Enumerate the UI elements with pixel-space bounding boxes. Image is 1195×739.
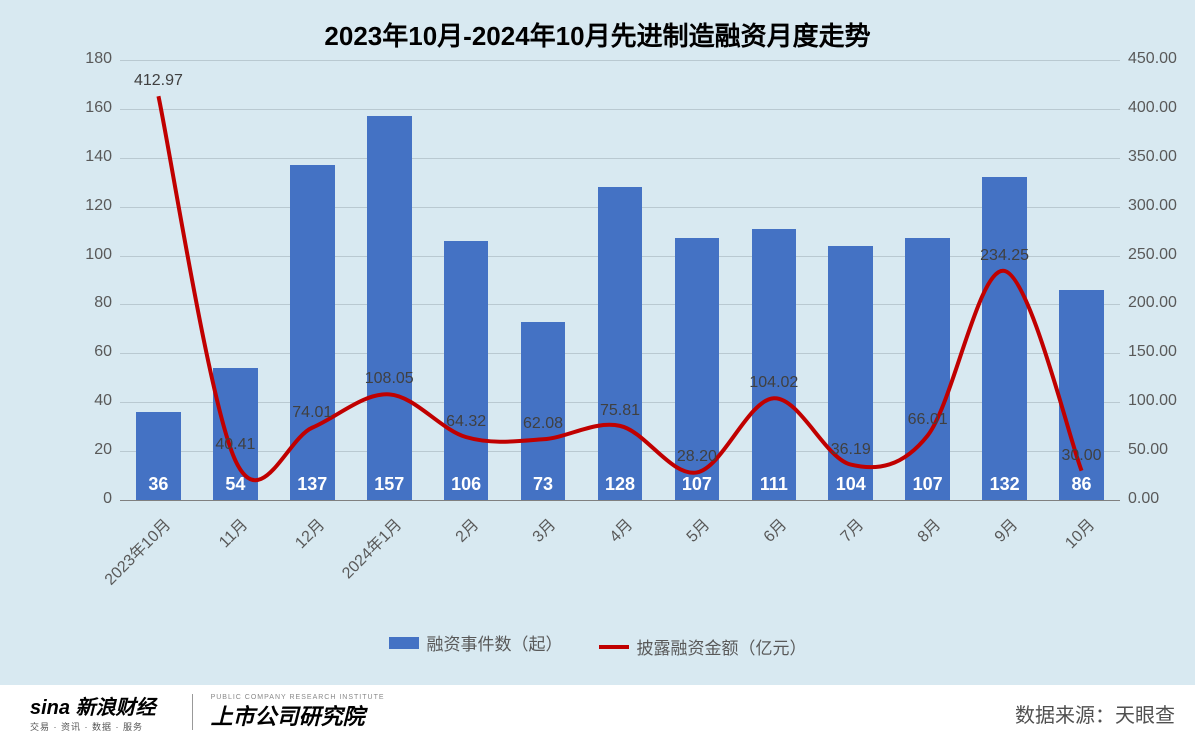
line-value-label: 30.00 xyxy=(1047,447,1117,465)
line-value-label: 40.41 xyxy=(200,436,270,454)
line-value-label: 36.19 xyxy=(816,441,886,459)
data-source-label: 数据来源：天眼查 xyxy=(1015,699,1175,728)
line-value-label: 66.01 xyxy=(893,411,963,429)
logo-block: sina 新浪财经 交易 · 资讯 · 数据 · 服务 PUBLIC COMPA… xyxy=(0,691,403,733)
line-value-label: 64.32 xyxy=(431,413,501,431)
institute-logo-text: 上市公司研究院 xyxy=(211,699,365,731)
sina-logo-text: sina 新浪财经 xyxy=(30,691,156,720)
line-value-label: 104.02 xyxy=(739,374,809,392)
sina-logo-subtext: 交易 · 资讯 · 数据 · 服务 xyxy=(30,720,143,733)
footer: sina 新浪财经 交易 · 资讯 · 数据 · 服务 PUBLIC COMPA… xyxy=(0,685,1195,739)
line-value-label: 234.25 xyxy=(970,247,1040,265)
institute-logo: PUBLIC COMPANY RESEARCH INSTITUTE 上市公司研究… xyxy=(211,694,385,731)
line-value-label: 75.81 xyxy=(585,402,655,420)
sina-logo: sina 新浪财经 交易 · 资讯 · 数据 · 服务 xyxy=(30,691,156,733)
line-value-label: 412.97 xyxy=(123,72,193,90)
chart-area: 2023年10月-2024年10月先进制造融资月度走势 融资事件数（起）披露融资… xyxy=(0,0,1195,685)
line-value-label: 108.05 xyxy=(354,370,424,388)
logo-divider xyxy=(192,694,193,730)
line-value-label: 28.20 xyxy=(662,448,732,466)
line-value-label: 62.08 xyxy=(508,415,578,433)
line-value-label: 74.01 xyxy=(277,404,347,422)
